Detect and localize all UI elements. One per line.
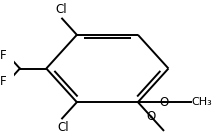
Text: F: F bbox=[0, 75, 6, 88]
Text: O: O bbox=[160, 96, 169, 109]
Text: Cl: Cl bbox=[57, 121, 69, 134]
Text: Cl: Cl bbox=[55, 3, 67, 16]
Text: O: O bbox=[146, 110, 156, 123]
Text: CH₃: CH₃ bbox=[192, 97, 213, 107]
Text: F: F bbox=[0, 49, 6, 62]
